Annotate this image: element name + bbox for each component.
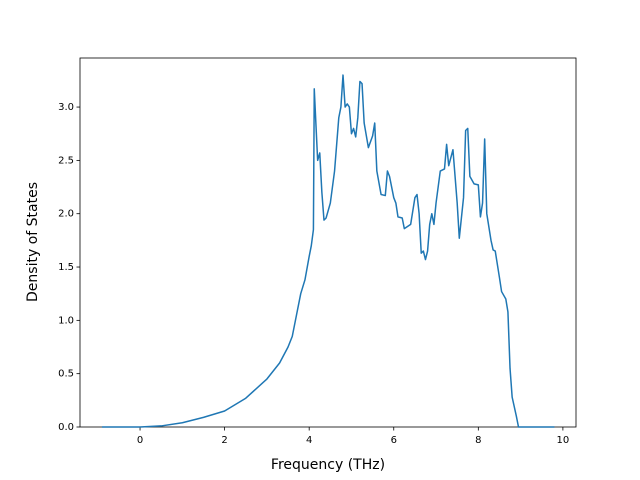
y-tick-label: 3.0	[58, 102, 74, 113]
x-tick-label: 2	[221, 435, 227, 446]
y-tick-label: 2.5	[58, 155, 74, 166]
y-axis-label: Density of States	[25, 182, 41, 302]
line-series	[101, 74, 555, 428]
x-tick-label: 4	[306, 435, 312, 446]
x-tick-label: 0	[137, 435, 143, 446]
x-tick-label: 8	[475, 435, 481, 446]
x-tick-label: 6	[391, 435, 397, 446]
x-tick-label: 10	[557, 435, 570, 446]
plot-frame	[79, 57, 577, 428]
y-tick-label: 1.0	[58, 315, 74, 326]
y-tick-label: 0.5	[58, 369, 74, 380]
y-tick-label: 0.0	[58, 422, 74, 433]
y-tick-label: 2.0	[58, 209, 74, 220]
x-axis-label: Frequency (THz)	[271, 457, 385, 473]
y-tick-label: 1.5	[58, 262, 74, 273]
